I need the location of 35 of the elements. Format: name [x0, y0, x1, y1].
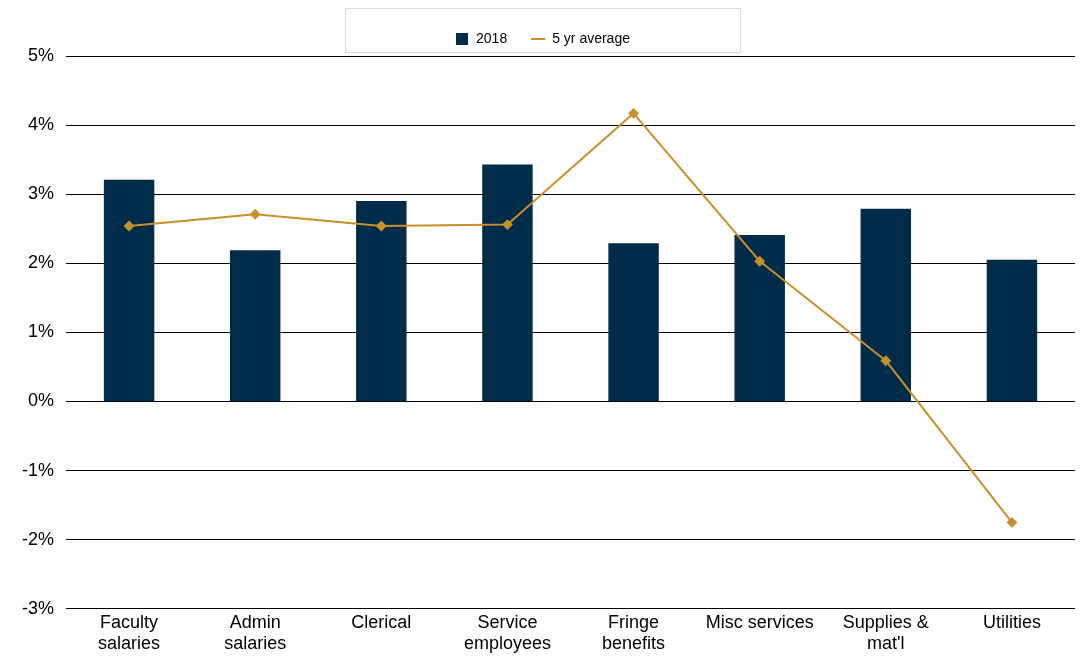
x-tick-label: Misc services [705, 611, 814, 632]
bar [356, 201, 407, 401]
point [754, 256, 765, 267]
y-tick-label: -2% [21, 528, 55, 549]
bar [860, 208, 912, 401]
y-tick-label: 2% [27, 252, 55, 273]
point [250, 209, 261, 220]
legend-label: 2018 [476, 29, 508, 46]
bar [608, 243, 659, 401]
y-tick-label: 4% [27, 114, 55, 135]
x-tick-label: Admin salaries [224, 611, 287, 654]
x-tick-label: Utilities [982, 611, 1041, 632]
x-tick-label: Faculty salaries [98, 611, 161, 654]
point [502, 219, 513, 230]
bar [986, 259, 1038, 401]
point [880, 355, 891, 366]
bar [482, 164, 533, 401]
bar [229, 250, 281, 401]
x-tick-label: Fringe benefits [602, 611, 666, 654]
y-tick-label: 3% [27, 183, 55, 204]
point [1006, 517, 1017, 528]
y-tick-label: 0% [27, 390, 55, 411]
point [124, 220, 135, 231]
y-tick-label: -3% [21, 597, 55, 618]
point [376, 220, 387, 231]
legend-label: 5 yr average [552, 29, 631, 46]
y-tick-label: 5% [27, 44, 55, 65]
x-tick-label: Supplies & mat'l [842, 611, 929, 654]
y-tick-label: 1% [27, 321, 55, 342]
point [628, 108, 639, 119]
x-tick-label: Service employees [463, 611, 551, 654]
x-tick-label: Clerical [351, 611, 412, 632]
bar [103, 179, 155, 401]
bar [734, 234, 785, 401]
y-tick-label: -1% [21, 459, 55, 480]
